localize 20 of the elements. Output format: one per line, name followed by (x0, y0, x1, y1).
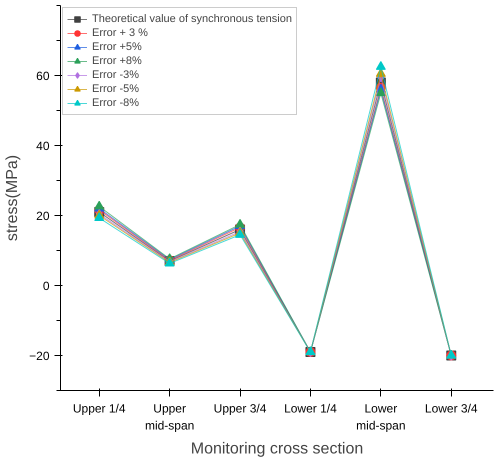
y-tick-label: 20 (36, 209, 50, 223)
legend-label: Error -3% (92, 68, 140, 82)
legend-label: Error -5% (92, 82, 140, 96)
x-tick-label: Upper 3/4 (214, 402, 267, 416)
x-tick-label: Lower 3/4 (424, 402, 478, 416)
x-tick-label: Upper mid-span (144, 402, 194, 432)
y-tick-label: 0 (42, 279, 50, 293)
y-tick-label: −20 (29, 349, 50, 363)
x-tick-label: Lower 1/4 (284, 402, 338, 416)
y-tick-label: 40 (36, 139, 50, 153)
legend-label: Theoretical value of synchronous tension (92, 12, 292, 26)
legend-label: Error +5% (92, 40, 142, 54)
x-tick-label: Upper 1/4 (72, 402, 126, 416)
legend-label: Error -8% (92, 96, 140, 110)
legend-label: Error +8% (92, 54, 142, 68)
legend-label: Error + 3 % (92, 26, 148, 40)
y-tick-label: 60 (36, 69, 50, 83)
x-tick-label: Lower mid-span (356, 402, 406, 432)
y-axis-title: stress(MPa) (4, 154, 22, 242)
x-axis-title: Monitoring cross section (190, 440, 364, 458)
